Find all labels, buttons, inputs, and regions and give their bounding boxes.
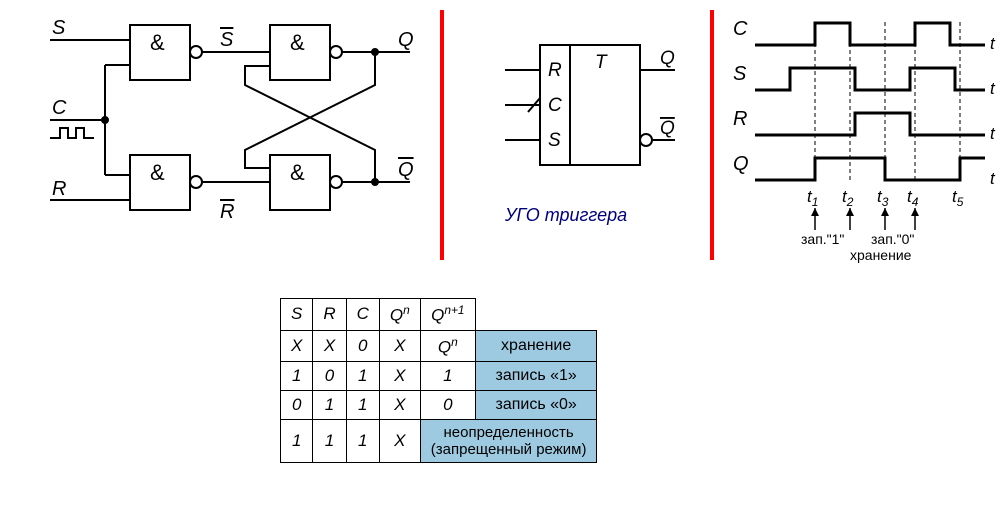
ugo-svg: R C S T Q Q [470, 30, 690, 210]
ugo-Q: Q [660, 48, 675, 69]
tt-header-3: Qn [379, 299, 420, 331]
tt-cell-2-4: 0 [420, 391, 475, 420]
tt-header-0: S [281, 299, 313, 331]
tt-cell-3-2: 1 [346, 420, 379, 463]
timing-diagram: C S R Q t t t t t1 t2 t3 t4 t5 зап."1" зап."0"хране… [730, 10, 1000, 305]
tt-header-5 [475, 299, 597, 331]
ugo-S: S [548, 130, 561, 151]
tt-cell-1-2: 1 [346, 362, 379, 391]
gate-amp-3: & [290, 30, 305, 55]
signal-label-R: R [733, 108, 747, 130]
waveform-C [755, 23, 985, 45]
gate-amp-2: & [150, 160, 165, 185]
annot-hranenie: хранение [850, 247, 912, 263]
ugo-Qbar: Q [660, 118, 675, 139]
gate-amp-4: & [290, 160, 305, 185]
time-label-t1: t1 [807, 187, 818, 209]
ugo-R: R [548, 60, 562, 81]
annot-zap0: зап."0" [871, 231, 914, 247]
tt-header-4: Qn+1 [420, 299, 475, 331]
axis-t-C: t [990, 34, 996, 53]
tt-cell-0-4: Qn [420, 330, 475, 362]
truth-table: SRCQnQn+1 XX0XQnхранение101X1запись «1»0… [280, 298, 597, 463]
axis-t-R: t [990, 124, 996, 143]
tt-cell-1-1: 0 [313, 362, 346, 391]
annot-zap1: зап."1" [801, 231, 844, 247]
axis-t-Q: t [990, 169, 996, 188]
tt-cell-3-1: 1 [313, 420, 346, 463]
arrow-head-t3 [881, 208, 889, 216]
tt-cell-1-3: X [379, 362, 420, 391]
ugo-T: T [595, 52, 608, 73]
waveform-R [755, 113, 985, 135]
tt-cell-2-2: 1 [346, 391, 379, 420]
tt-cell-2-0: 0 [281, 391, 313, 420]
tt-cell-3-3: X [379, 420, 420, 463]
time-label-t4: t4 [907, 187, 919, 209]
timing-svg: C S R Q t t t t t1 t2 t3 t4 t5 зап."1" зап."0"хране… [730, 10, 1000, 300]
ugo-C: C [548, 95, 562, 116]
label-R: R [52, 178, 66, 200]
tt-desc-0: хранение [475, 330, 597, 362]
arrow-head-t2 [846, 208, 854, 216]
logic-circuit: S R C S R Q Q & & & & [20, 10, 430, 245]
tt-cell-1-0: 1 [281, 362, 313, 391]
divider-2 [710, 10, 714, 260]
tt-desc-1: запись «1» [475, 362, 597, 391]
waveform-S [755, 68, 985, 90]
label-Qbar: Q [398, 159, 414, 181]
time-label-t2: t2 [842, 187, 854, 209]
tt-cell-0-2: 0 [346, 330, 379, 362]
signal-label-Q: Q [733, 153, 749, 175]
gate-amp-1: & [150, 30, 165, 55]
ugo-symbol: R C S T Q Q УГО триггера [470, 30, 690, 215]
arrow-head-t1 [811, 208, 819, 216]
tt-cell-0-1: X [313, 330, 346, 362]
tt-cell-0-0: X [281, 330, 313, 362]
time-label-t3: t3 [877, 187, 889, 209]
label-Rbar: R [220, 201, 234, 223]
circuit-svg: S R C S R Q Q & & & & [20, 10, 430, 240]
axis-t-S: t [990, 79, 996, 98]
tt-cell-2-1: 1 [313, 391, 346, 420]
tt-cell-1-4: 1 [420, 362, 475, 391]
tt-header-1: R [313, 299, 346, 331]
label-Sbar: S [220, 29, 234, 51]
tt-cell-3-0: 1 [281, 420, 313, 463]
ugo-caption: УГО триггера [505, 205, 627, 226]
time-label-t5: t5 [952, 187, 964, 209]
tt-desc-3: неопределенность (запрещенный режим) [420, 420, 597, 463]
label-C: C [52, 97, 67, 119]
tt-desc-2: запись «0» [475, 391, 597, 420]
signal-label-S: S [733, 63, 747, 85]
label-Q: Q [398, 29, 414, 51]
signal-label-C: C [733, 18, 748, 40]
tt-header-2: C [346, 299, 379, 331]
waveform-Q [755, 158, 985, 180]
tt-cell-0-3: X [379, 330, 420, 362]
label-S: S [52, 17, 66, 39]
divider-1 [440, 10, 444, 260]
arrow-head-t4 [911, 208, 919, 216]
tt-cell-2-3: X [379, 391, 420, 420]
